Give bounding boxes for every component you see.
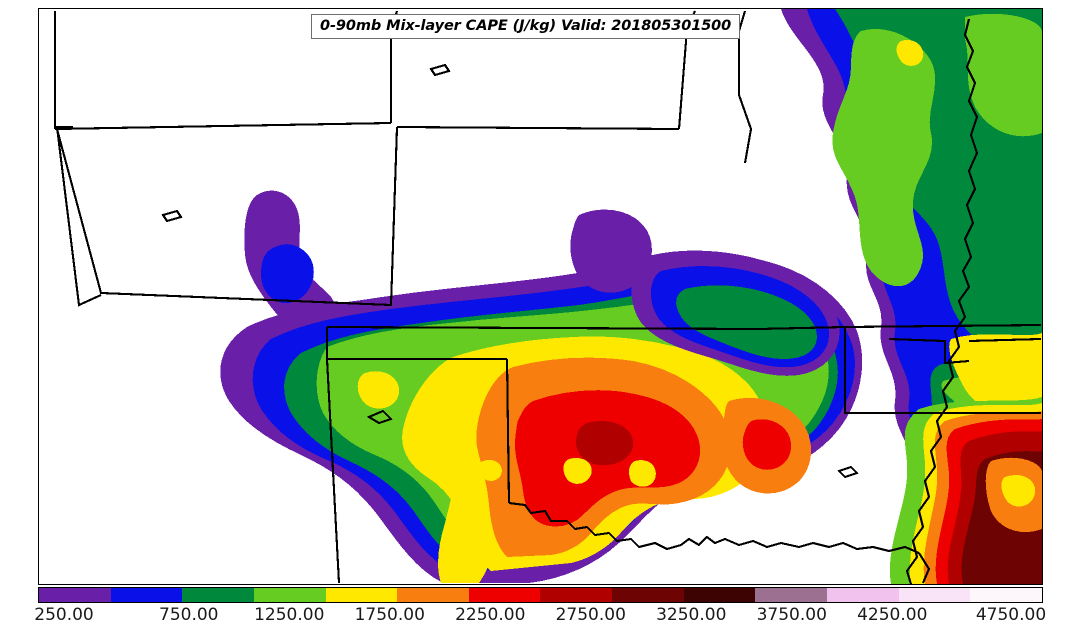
colorbar-segment-12	[898, 588, 971, 602]
colorbar-segment-10	[755, 588, 828, 602]
state-borders	[53, 10, 1042, 584]
colorbar-segment-3	[253, 588, 326, 602]
cape-pocket-yellow-ms1	[949, 333, 1042, 417]
colorbar-segment-9	[683, 588, 756, 602]
border-tx-ar	[918, 552, 931, 584]
border-ks-north	[396, 125, 680, 131]
border-nm-tx	[325, 358, 341, 584]
colorbar-segment-4	[325, 588, 398, 602]
colorbar-segment-7	[540, 588, 613, 602]
border-ks-south	[326, 325, 760, 331]
cape-contour-field	[39, 9, 1042, 584]
map-title: 0-90mb Mix-layer CAPE (J/kg) Valid: 2018…	[311, 14, 741, 39]
colorbar-segment-1	[110, 588, 183, 602]
cape-lobe-red-east	[742, 419, 792, 470]
colorbar-tick-4: 2250.00	[455, 605, 526, 625]
border-panhandle-e	[505, 358, 511, 504]
border-co-outline	[55, 126, 399, 307]
border-ms-al	[968, 337, 1042, 343]
feature-lake-ks	[429, 63, 451, 77]
colorbar-tick-3: 1750.00	[354, 605, 425, 625]
colorbar-tick-7: 3750.00	[756, 605, 827, 625]
cape-pocket-yellow-nm	[357, 371, 400, 409]
river-mississippi	[905, 18, 979, 584]
colorbar-tick-6: 3250.00	[656, 605, 727, 625]
colorbar-segment-13	[970, 588, 1042, 602]
cape-arm-red-sw	[516, 409, 558, 451]
colorbar	[38, 587, 1043, 603]
cape-pocket-yellow-ms2	[896, 39, 924, 66]
map-panel	[38, 8, 1043, 585]
colorbar-segment-2	[182, 588, 254, 602]
cape-hole-yellow-1	[563, 457, 592, 484]
border-red-river	[508, 501, 920, 554]
colorbar-tick-labels: 250.00 750.00 1250.00 1750.00 2250.00 2750.00…	[0, 605, 1081, 631]
cape-arm-purple-north	[570, 209, 652, 293]
cape-hole-yellow-2	[628, 460, 656, 487]
colorbar-tick-5: 2750.00	[555, 605, 626, 625]
cape-band-green-east	[832, 28, 936, 287]
colorbar-tick-9: 4750.00	[975, 605, 1047, 625]
colorbar-segment-11	[827, 588, 899, 602]
border-wy-south	[54, 121, 392, 131]
colorbar-segment-5	[397, 588, 469, 602]
cape-island-yellow-gulf	[1001, 474, 1036, 507]
border-co-utah	[55, 126, 102, 307]
colorbar-gradient	[38, 587, 1043, 603]
border-ne-ia	[737, 31, 753, 164]
cape-hole-yellow-3	[478, 459, 502, 481]
colorbar-tick-0: 250.00	[34, 605, 94, 625]
cape-band-green-east3	[965, 13, 1042, 137]
border-ms-north	[888, 337, 970, 365]
feature-lake-co	[161, 209, 183, 223]
colorbar-segment-6	[468, 588, 541, 602]
colorbar-segment-8	[612, 588, 684, 602]
colorbar-tick-8: 4250.00	[857, 605, 928, 625]
colorbar-segment-0	[39, 588, 111, 602]
cape-cell-colorado-blue	[261, 244, 314, 304]
colorbar-tick-1: 750.00	[159, 605, 219, 625]
feature-lake-ok	[837, 465, 859, 479]
cape-core-darkred	[575, 421, 634, 466]
feature-lake-meredith	[366, 409, 393, 425]
colorbar-tick-2: 1250.00	[254, 605, 325, 625]
cape-arm-green-north	[676, 285, 817, 359]
